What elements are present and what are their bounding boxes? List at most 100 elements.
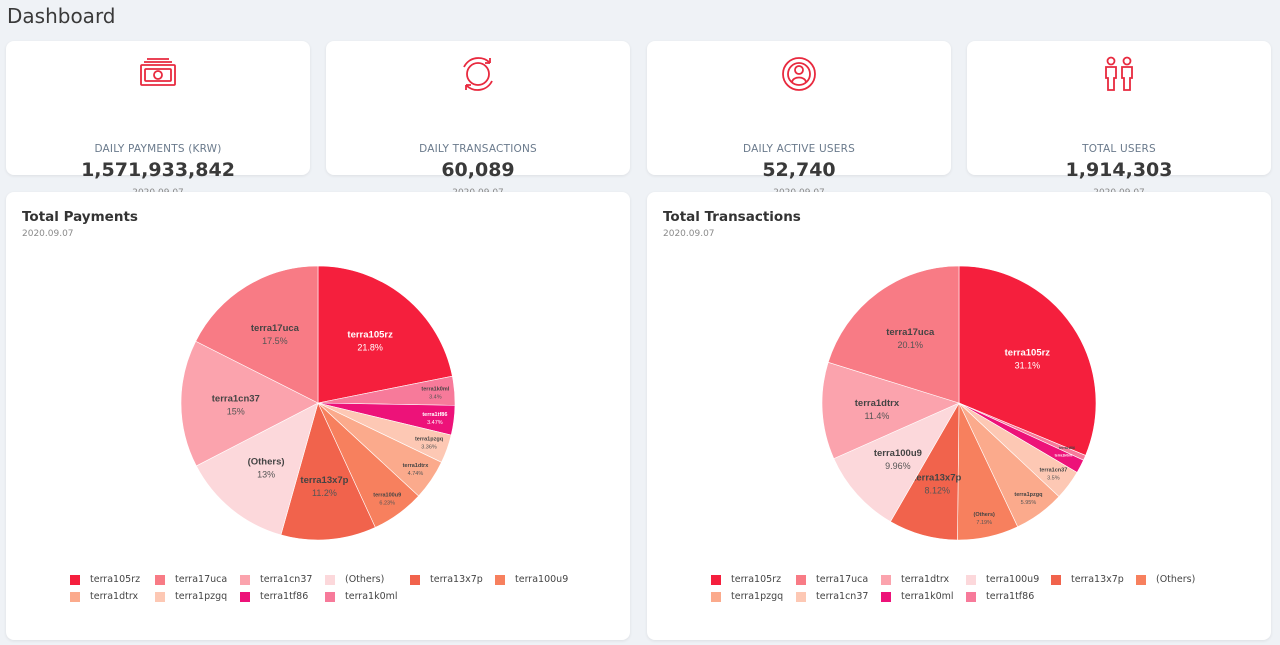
stat-card-daily-active-users: DAILY ACTIVE USERS 52,740 2020.09.07: [647, 41, 951, 198]
legend-swatch: [70, 574, 80, 585]
slice-percent: 11.4%: [865, 411, 890, 421]
chart-date: 2020.09.07: [22, 229, 74, 239]
total-payments-legend: terra105rz terra17uca terra1cn37 (Others) te…: [70, 574, 610, 602]
legend-item[interactable]: terra1tf86: [966, 591, 1051, 602]
slice-percent: 15%: [227, 406, 245, 416]
legend-label: terra1tf86: [986, 591, 1035, 602]
legend-swatch: [711, 591, 721, 602]
slice-percent: 21.8%: [357, 342, 383, 352]
legend-label: terra1pzgq: [175, 591, 228, 602]
legend-label: terra1cn37: [816, 591, 869, 602]
slice-label: terra1dtrx: [403, 463, 430, 469]
slice-percent: 5.95%: [1021, 500, 1037, 506]
legend-label: terra13x7p: [1071, 574, 1124, 585]
slice-percent: 31.1%: [1015, 360, 1041, 370]
legend-swatch: [881, 591, 891, 602]
legend-swatch: [881, 574, 891, 585]
slice-percent: 20.1%: [898, 340, 924, 350]
legend-item[interactable]: terra105rz: [70, 574, 155, 585]
legend-item[interactable]: terra13x7p: [1051, 574, 1136, 585]
refresh-cycle-icon: [463, 57, 493, 91]
legend-label: terra1k0ml: [345, 591, 398, 602]
legend-swatch: [240, 591, 250, 602]
total-payments-card: Total Payments 2020.09.07 terra105rz 21.8…: [6, 192, 630, 640]
stat-value: 1,914,303: [1065, 159, 1173, 181]
slice-label: terra100u9: [874, 448, 922, 459]
legend-item[interactable]: terra100u9: [495, 574, 580, 585]
stat-label: DAILY ACTIVE USERS: [743, 143, 855, 155]
slice-percent: 3.47%: [427, 420, 443, 426]
legend-item[interactable]: terra1dtrx: [70, 591, 155, 602]
users-icon: [1105, 56, 1133, 91]
chart-date: 2020.09.07: [663, 229, 715, 239]
legend-label: terra17uca: [816, 574, 869, 585]
stat-card-total-users: TOTAL USERS 1,914,303 2020.09.07: [967, 41, 1271, 198]
legend-swatch: [1136, 574, 1146, 585]
legend-swatch: [966, 591, 976, 602]
pie-slice[interactable]: [833, 402, 960, 523]
slice-label: terra1cn37: [1039, 468, 1067, 474]
legend-item[interactable]: (Others): [1136, 574, 1221, 585]
legend-item[interactable]: terra105rz: [711, 574, 796, 585]
stat-value: 52,740: [762, 159, 836, 181]
pie-slice[interactable]: [827, 265, 960, 404]
legend-label: terra1cn37: [260, 574, 313, 585]
slice-percent: 3.5%: [1047, 476, 1060, 482]
slice-label: terra105rz: [347, 329, 393, 340]
legend-item[interactable]: terra1pzgq: [711, 591, 796, 602]
pie-slice[interactable]: [280, 402, 376, 541]
legend-item[interactable]: terra13x7p: [410, 574, 495, 585]
legend-item[interactable]: terra1pzgq: [155, 591, 240, 602]
pie-slice[interactable]: [821, 361, 960, 460]
chart-title: Total Payments: [22, 209, 138, 225]
slice-label: terra1tf86: [422, 412, 447, 418]
slice-percent: 6.23%: [379, 500, 395, 506]
slice-label: terra105rz: [1005, 347, 1051, 358]
legend-label: terra100u9: [986, 574, 1040, 585]
slice-label: terra1tf86: [1059, 446, 1075, 450]
slice-label: terra1dtrx: [855, 398, 900, 409]
legend-item[interactable]: terra1k0ml: [325, 591, 410, 602]
legend-label: terra17uca: [175, 574, 228, 585]
slice-label: terra13x7p: [300, 475, 348, 486]
pie-slice[interactable]: [180, 340, 319, 467]
legend-label: terra1pzgq: [731, 591, 784, 602]
stat-card-daily-payments: DAILY PAYMENTS (KRW) 1,571,933,842 2020.…: [6, 41, 310, 198]
legend-item[interactable]: terra1cn37: [240, 574, 325, 585]
legend-swatch: [711, 574, 721, 585]
page-title: Dashboard: [7, 4, 116, 28]
legend-swatch: [325, 591, 335, 602]
legend-label: (Others): [1156, 574, 1196, 585]
pie-slice[interactable]: [317, 265, 453, 404]
slice-label: terra1k0ml: [1055, 454, 1073, 458]
legend-label: terra1tf86: [260, 591, 309, 602]
legend-label: terra1k0ml: [901, 591, 954, 602]
slice-label: terra17uca: [886, 327, 935, 338]
legend-swatch: [70, 591, 80, 602]
pie-slice[interactable]: [195, 402, 319, 536]
slice-percent: 13%: [257, 470, 275, 480]
pie-slice[interactable]: [195, 265, 319, 404]
slice-percent: 3.4%: [429, 394, 442, 400]
legend-item[interactable]: terra1cn37: [796, 591, 881, 602]
legend-item[interactable]: terra17uca: [796, 574, 881, 585]
legend-item[interactable]: terra100u9: [966, 574, 1051, 585]
slice-label: terra1pzgq: [1014, 492, 1042, 498]
legend-item[interactable]: terra1tf86: [240, 591, 325, 602]
slice-label: terra100u9: [373, 492, 401, 498]
slice-percent: 4.74%: [408, 471, 424, 477]
total-payments-pie: terra105rz 21.8% terra1k0ml 3.4% terra1tf86 3…: [180, 265, 456, 541]
total-transactions-card: Total Transactions 2020.09.07 terra105rz…: [647, 192, 1271, 640]
total-transactions-legend: terra105rz terra17uca terra1dtrx terra100u9…: [711, 574, 1251, 602]
stat-card-daily-transactions: DAILY TRANSACTIONS 60,089 2020.09.07: [326, 41, 630, 198]
slice-label: terra1cn37: [212, 393, 260, 404]
pie-slice[interactable]: [958, 265, 1097, 456]
legend-label: (Others): [345, 574, 385, 585]
legend-item[interactable]: terra17uca: [155, 574, 240, 585]
legend-item[interactable]: terra1k0ml: [881, 591, 966, 602]
slice-percent: 9.96%: [885, 461, 911, 471]
legend-item[interactable]: (Others): [325, 574, 410, 585]
legend-swatch: [325, 574, 335, 585]
slice-percent: 7.19%: [976, 520, 992, 526]
legend-item[interactable]: terra1dtrx: [881, 574, 966, 585]
